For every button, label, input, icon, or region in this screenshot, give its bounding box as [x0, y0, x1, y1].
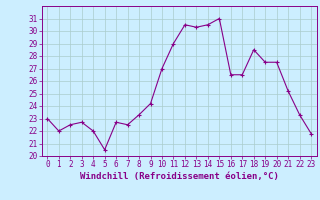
- X-axis label: Windchill (Refroidissement éolien,°C): Windchill (Refroidissement éolien,°C): [80, 172, 279, 181]
